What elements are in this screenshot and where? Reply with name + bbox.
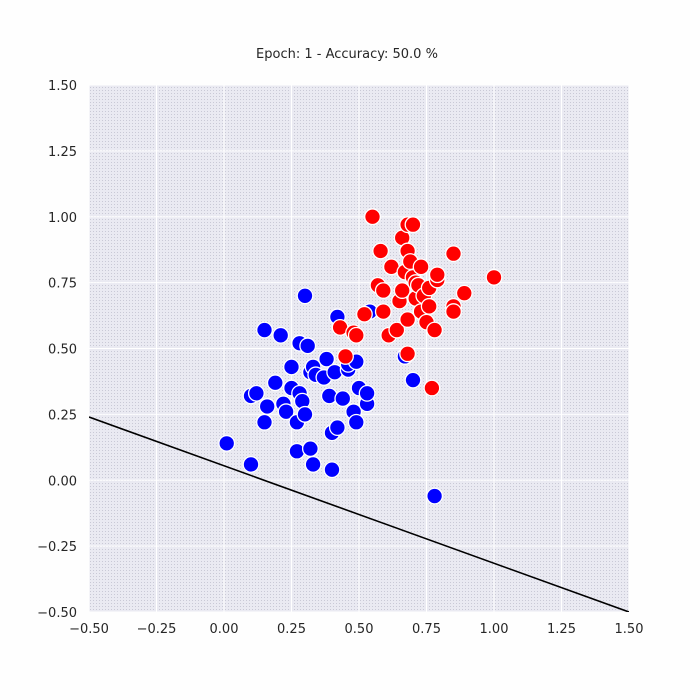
red-class-point (388, 321, 406, 339)
chart-title: Epoch: 1 - Accuracy: 50.0 % (256, 47, 438, 62)
y-tick-label: 1.50 (48, 79, 77, 94)
x-tick-label: 0.75 (412, 622, 441, 637)
data-points (218, 208, 503, 505)
grid-lines (88, 84, 630, 613)
x-tick-label: 1.50 (615, 622, 644, 637)
decision-boundary-layer (89, 416, 629, 612)
blue-class-point (318, 350, 336, 368)
red-class-point (399, 311, 417, 328)
red-class-point (445, 245, 462, 263)
red-class-point (423, 379, 441, 397)
red-class-point (374, 303, 392, 321)
red-class-point (355, 305, 373, 323)
y-tick-label: 1.00 (48, 211, 77, 226)
red-class-point (445, 303, 462, 321)
red-class-point (337, 347, 354, 365)
x-tick-label: 0.25 (277, 622, 306, 637)
red-class-point (399, 345, 417, 363)
tick-labels: −0.50 −0.25 0.00 0.25 0.50 0.75 1.00 1.25 1.50 −0… (37, 79, 643, 637)
y-tick-label: 0.00 (48, 474, 77, 489)
blue-class-point (256, 321, 273, 339)
blue-class-point (258, 398, 276, 415)
x-tick-label: −0.25 (137, 622, 177, 637)
x-tick-label: 1.25 (547, 622, 576, 637)
red-class-point (372, 242, 390, 260)
blue-class-point (334, 390, 352, 408)
red-class-point (374, 282, 392, 299)
red-class-point (412, 258, 430, 276)
y-tick-label: 1.25 (48, 145, 77, 160)
blue-class-point (242, 455, 260, 473)
blue-class-point (266, 374, 284, 392)
red-class-point (428, 266, 446, 284)
red-class-point (404, 216, 422, 234)
y-tick-label: 0.75 (48, 277, 77, 292)
red-class-point (347, 326, 365, 344)
blue-class-point (304, 455, 322, 473)
blue-class-point (328, 419, 346, 437)
blue-class-point (426, 487, 444, 505)
blue-class-point (358, 384, 376, 402)
blue-class-point (301, 440, 319, 458)
y-tick-label: 0.25 (48, 408, 77, 423)
decision-boundary-line (89, 416, 629, 612)
blue-class-point (272, 326, 290, 344)
blue-class-point (218, 434, 236, 452)
y-tick-label: −0.25 (37, 540, 77, 555)
blue-class-point (404, 371, 422, 389)
blue-class-point (320, 387, 338, 405)
blue-class-point (283, 358, 300, 376)
red-class-point (485, 268, 503, 286)
blue-class-point (288, 442, 306, 460)
red-class-point (364, 208, 381, 226)
blue-class-point (247, 384, 265, 402)
x-tick-label: 0.50 (345, 622, 374, 637)
red-class-point (393, 282, 411, 299)
blue-class-point (296, 405, 314, 423)
x-tick-label: 0.00 (210, 622, 239, 637)
y-tick-label: 0.50 (48, 343, 77, 358)
blue-class-point (256, 413, 273, 431)
x-tick-label: 1.00 (480, 622, 509, 637)
x-tick-label: −0.50 (69, 622, 109, 637)
blue-class-point (347, 413, 365, 431)
blue-class-point (323, 461, 341, 479)
y-tick-label: −0.50 (37, 606, 77, 621)
blue-class-point (299, 337, 317, 355)
blue-class-point (296, 287, 314, 305)
red-class-point (455, 284, 473, 302)
blue-class-point (277, 403, 295, 421)
red-class-point (420, 297, 438, 315)
red-class-point (426, 321, 444, 339)
